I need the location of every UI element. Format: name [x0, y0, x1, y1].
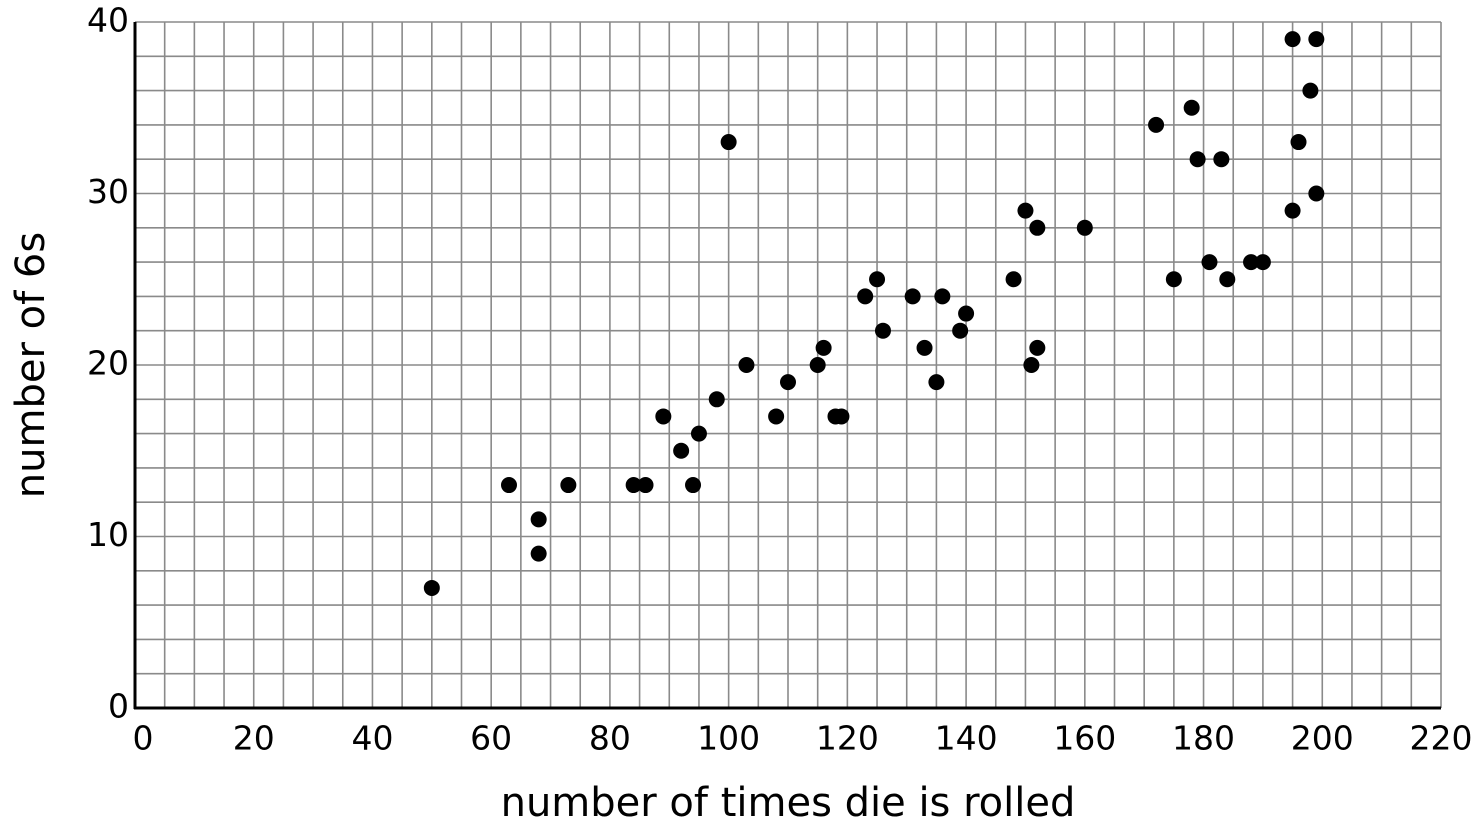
y-tick-label: 40	[87, 1, 129, 40]
point	[1243, 254, 1260, 271]
point	[1284, 31, 1301, 48]
point	[685, 477, 702, 494]
point	[815, 339, 832, 356]
point	[738, 357, 755, 373]
point	[1183, 99, 1200, 116]
x-tick-label: 60	[470, 719, 512, 758]
point	[625, 477, 642, 494]
y-tick-label: 20	[87, 344, 129, 383]
point	[1005, 271, 1022, 288]
point	[768, 408, 785, 425]
point	[690, 425, 707, 442]
point	[928, 374, 945, 391]
point	[874, 322, 891, 339]
point	[655, 408, 672, 425]
y-tick-label: 0	[108, 687, 129, 726]
x-tick-label: 200	[1291, 719, 1354, 758]
point	[780, 374, 796, 391]
point	[1308, 185, 1325, 202]
point	[904, 288, 921, 305]
point	[1017, 202, 1034, 219]
point	[952, 322, 969, 339]
point	[1213, 151, 1230, 168]
x-tick-label: 120	[816, 719, 879, 758]
x-tick-label: 140	[935, 719, 998, 758]
point	[1076, 219, 1093, 236]
point	[833, 408, 850, 425]
point	[1302, 82, 1319, 99]
y-axis-title: number of 6s	[8, 232, 54, 498]
y-tick-label: 10	[87, 515, 129, 554]
point	[1254, 254, 1271, 271]
point	[637, 477, 654, 494]
x-tick-label: 160	[1053, 719, 1116, 758]
point	[1201, 254, 1218, 271]
x-tick-label: 20	[233, 719, 275, 758]
point	[1290, 134, 1307, 151]
x-tick-label: 40	[351, 719, 393, 758]
point	[857, 288, 874, 305]
point	[708, 391, 725, 408]
point	[530, 511, 547, 528]
point	[530, 545, 547, 562]
point	[958, 305, 975, 322]
point	[500, 477, 517, 494]
point	[1023, 357, 1040, 373]
x-tick-label: 0	[133, 719, 154, 758]
point	[934, 288, 951, 305]
x-tick-label: 220	[1410, 719, 1473, 758]
point	[1029, 219, 1046, 236]
point	[1165, 271, 1182, 288]
point	[1219, 271, 1236, 288]
x-axis-title: number of times die is rolled	[501, 780, 1076, 826]
point	[1284, 202, 1301, 219]
point	[720, 134, 737, 151]
point	[869, 271, 886, 288]
point	[1029, 339, 1046, 356]
point	[1148, 116, 1165, 133]
point	[809, 357, 826, 373]
point	[916, 339, 933, 356]
point	[1308, 31, 1325, 48]
point	[423, 579, 440, 596]
y-tick-label: 30	[87, 172, 129, 211]
x-tick-label: 80	[589, 719, 631, 758]
point	[560, 477, 577, 494]
x-tick-label: 180	[1172, 719, 1235, 758]
point	[673, 442, 690, 459]
x-tick-label: 100	[697, 719, 760, 758]
point	[1189, 151, 1206, 168]
